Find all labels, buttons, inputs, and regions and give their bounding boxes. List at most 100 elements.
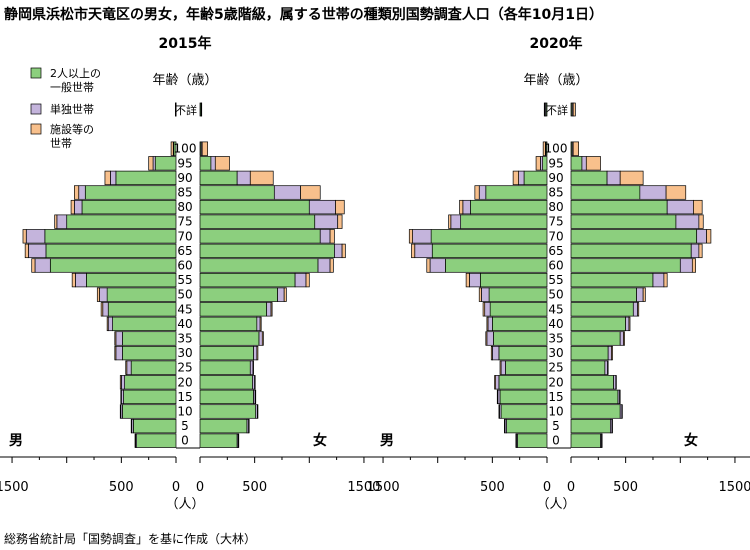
bar-male-45-s0 [489, 302, 548, 317]
bar-female-25-s0 [199, 360, 251, 375]
age-tick-label: 30 [177, 346, 192, 360]
age-axis-label: 年齢（歳） [523, 73, 588, 88]
bar-female-55-s0 [570, 272, 654, 288]
bar-unknown-male-s2 [175, 102, 177, 117]
bar-male-10-s0 [122, 404, 177, 419]
female-x-tick-label: 500 [242, 480, 267, 495]
bar-unknown-female-s2 [572, 102, 576, 117]
bar-male-50-s0 [488, 287, 548, 302]
bar-male-60-s1 [34, 258, 51, 273]
age-tick-label: 65 [548, 244, 563, 258]
age-tick-label: 70 [548, 229, 563, 243]
bar-male-20-s0 [124, 375, 177, 390]
bar-male-35-s0 [122, 331, 177, 346]
bar-female-75-s2 [337, 214, 343, 229]
female-x-tick-label: 0 [567, 480, 575, 495]
bar-female-80-s2 [693, 199, 703, 215]
bar-male-20-s1 [120, 375, 125, 390]
bar-male-50-s0 [106, 287, 177, 302]
bar-female-40-s0 [570, 316, 627, 332]
bar-male-85-s1 [478, 185, 487, 200]
age-tick-label: 75 [548, 215, 563, 229]
bar-male-45-s2 [100, 302, 104, 317]
female-x-tick-label: 1500 [347, 480, 380, 495]
bar-male-60-s2 [31, 258, 36, 273]
bar-female-10-s0 [199, 404, 257, 419]
bar-female-50-s2 [642, 287, 646, 302]
age-tick-label: 40 [548, 317, 563, 331]
bar-female-75-s1 [314, 214, 339, 229]
bar-male-75-s2 [54, 214, 58, 229]
age-tick-label: 95 [177, 156, 192, 170]
legend-swatch-0 [30, 67, 42, 79]
bar-male-50-s1 [99, 287, 108, 302]
bar-male-95-s0 [154, 156, 177, 171]
bar-male-60-s0 [49, 258, 177, 273]
age-tick-label: 100 [545, 142, 568, 156]
age-tick-label: 45 [548, 302, 563, 316]
bar-male-95-s2 [148, 156, 154, 171]
bar-female-5-s0 [199, 418, 248, 434]
bar-female-45-s1 [266, 302, 272, 317]
bar-female-50-s0 [199, 287, 278, 302]
legend-swatch-1 [30, 103, 42, 115]
bar-male-65-s1 [414, 243, 433, 259]
bar-male-100-s2 [170, 141, 174, 156]
bar-male-80-s1 [462, 199, 471, 215]
bar-male-90-s2 [104, 170, 111, 186]
bar-male-70-s2 [408, 229, 413, 244]
bar-male-0-s2 [134, 433, 136, 448]
bar-male-85-s2 [474, 185, 480, 200]
age-tick-label: 5 [181, 419, 189, 433]
bar-male-70-s2 [22, 229, 27, 244]
bar-male-80-s1 [73, 199, 83, 215]
bar-male-25-s1 [126, 360, 132, 375]
bar-female-50-s1 [277, 287, 285, 302]
bar-female-90-s2 [619, 170, 644, 186]
bar-female-70-s2 [329, 229, 335, 244]
bar-female-70-s1 [696, 229, 707, 244]
bar-female-90-s0 [570, 170, 608, 186]
bar-female-40-s1 [256, 316, 261, 332]
bar-female-40-s1 [625, 316, 630, 332]
unknown-label: 不詳 [546, 103, 568, 117]
bar-female-55-s1 [294, 272, 307, 288]
bar-male-80-s0 [81, 199, 177, 215]
bar-male-80-s2 [459, 199, 464, 215]
bar-female-30-s2 [256, 345, 259, 361]
bar-female-10-s2 [621, 404, 623, 419]
bar-male-95-s2 [535, 156, 541, 171]
bar-female-45-s1 [632, 302, 639, 317]
age-tick-label: 35 [548, 332, 563, 346]
bar-female-20-s0 [570, 375, 614, 390]
bar-male-25-s1 [500, 360, 506, 375]
bar-female-90-s1 [236, 170, 251, 186]
pyramid-panel-1: 2020年年齢（歳）不詳0510152025303540455055606570… [367, 35, 750, 512]
bar-female-35-s1 [619, 331, 624, 346]
bar-female-15-s2 [254, 389, 257, 405]
bar-unknown-male-s2 [543, 102, 546, 117]
bar-female-70-s2 [706, 229, 712, 244]
bar-male-5-s0 [133, 418, 177, 434]
bar-female-55-s2 [663, 272, 668, 288]
female-x-tick-label: 0 [196, 480, 204, 495]
bar-male-25-s2 [125, 360, 128, 375]
bar-male-50-s2 [96, 287, 100, 302]
bar-female-30-s2 [611, 345, 613, 361]
bar-female-100-s2 [572, 141, 580, 156]
age-tick-label: 20 [177, 375, 192, 389]
bar-female-25-s1 [249, 360, 254, 375]
bar-female-70-s0 [570, 229, 698, 244]
age-tick-label: 25 [177, 361, 192, 375]
chart-title: 静岡県浜松市天竜区の男女，年齢5歳階級，属する世帯の種類別国勢調査人口（各年10… [4, 7, 603, 23]
bar-male-35-s2 [485, 331, 488, 346]
bar-female-85-s1 [273, 185, 301, 200]
bar-male-80-s2 [70, 199, 75, 215]
bar-female-0-s2 [237, 433, 240, 448]
male-x-tick-label: 1500 [367, 480, 400, 495]
bar-male-5-s0 [506, 418, 548, 434]
age-tick-label: 55 [177, 273, 192, 287]
bar-female-65-s2 [698, 243, 703, 259]
male-label: 男 [9, 433, 23, 449]
